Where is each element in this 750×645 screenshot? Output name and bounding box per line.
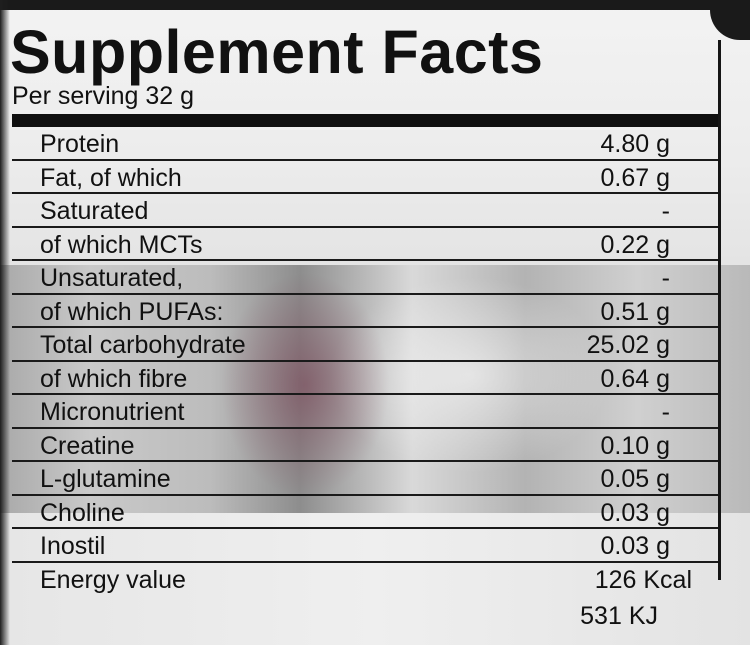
nutrient-name: Protein [40, 130, 120, 158]
nutrient-amount: 0.10 g [600, 431, 670, 460]
nutrient-row-micronutrient: Micronutrient - [12, 395, 718, 429]
nutrient-amount: 4.80 g [600, 130, 670, 158]
nutrient-name: Total carbohydrate [40, 331, 246, 359]
energy-kj: 531 KJ [580, 601, 658, 630]
foil-glare-region [0, 265, 750, 513]
nutrient-amount: 0.51 g [600, 297, 670, 326]
nutrient-name: Choline [40, 498, 125, 527]
nutrient-row-choline: Choline 0.03 g [12, 496, 718, 529]
nutrient-name: Micronutrient [40, 398, 185, 426]
table-right-border [718, 40, 721, 580]
header-divider [12, 114, 718, 127]
nutrient-amount: - [661, 398, 670, 426]
nutrient-name: Inostil [40, 532, 106, 560]
nutrient-row-protein: Protein 4.80 g [12, 127, 718, 161]
nutrient-row-saturated: Saturated - [12, 194, 718, 228]
nutrient-name: Energy value [40, 565, 186, 594]
energy-kcal: 126 Kcal [594, 565, 692, 594]
nutrient-row-mcts: of which MCTs 0.22 g [12, 228, 718, 261]
nutrient-name: Creatine [40, 431, 135, 460]
package-top-edge [0, 0, 750, 10]
nutrient-row-pufas: of which PUFAs: 0.51 g [12, 295, 718, 328]
nutrient-amount: 0.03 g [600, 532, 670, 560]
nutrient-row-total-carbohydrate: Total carbohydrate 25.02 g [12, 328, 718, 362]
nutrient-name: L-glutamine [40, 465, 171, 493]
nutrient-amount: 0.05 g [600, 465, 670, 493]
nutrient-name: of which PUFAs: [40, 297, 224, 326]
nutrient-name: Fat, of which [40, 163, 182, 192]
nutrient-row-unsaturated: Unsaturated, - [12, 261, 718, 295]
nutrient-amount: - [661, 197, 670, 225]
package-left-edge [0, 0, 10, 645]
label-title: Supplement Facts [10, 18, 544, 86]
nutrient-amount: - [661, 264, 670, 292]
nutrient-row-fibre: of which fibre 0.64 g [12, 362, 718, 395]
serving-size: Per serving 32 g [12, 82, 195, 110]
nutrient-row-l-glutamine: L-glutamine 0.05 g [12, 462, 718, 496]
nutrient-amount: 25.02 g [586, 331, 670, 359]
nutrient-name: Saturated [40, 197, 149, 225]
nutrient-name: of which fibre [40, 364, 188, 393]
nutrient-row-energy-value: Energy value 126 Kcal 531 KJ [12, 563, 718, 645]
nutrient-name: Unsaturated, [40, 264, 184, 292]
nutrient-name: of which MCTs [40, 230, 203, 259]
label-background-bottom [0, 513, 750, 645]
nutrient-row-inostil: Inostil 0.03 g [12, 529, 718, 563]
nutrient-row-fat: Fat, of which 0.67 g [12, 161, 718, 194]
nutrient-amount: 0.03 g [600, 498, 670, 527]
label-background-top [0, 0, 750, 265]
nutrient-amount: 0.67 g [600, 163, 670, 192]
nutrient-row-creatine: Creatine 0.10 g [12, 429, 718, 462]
nutrient-amount: 0.22 g [600, 230, 670, 259]
nutrient-amount: 0.64 g [600, 364, 670, 393]
nutrient-table: Protein 4.80 g Fat, of which 0.67 g Satu… [12, 127, 718, 645]
